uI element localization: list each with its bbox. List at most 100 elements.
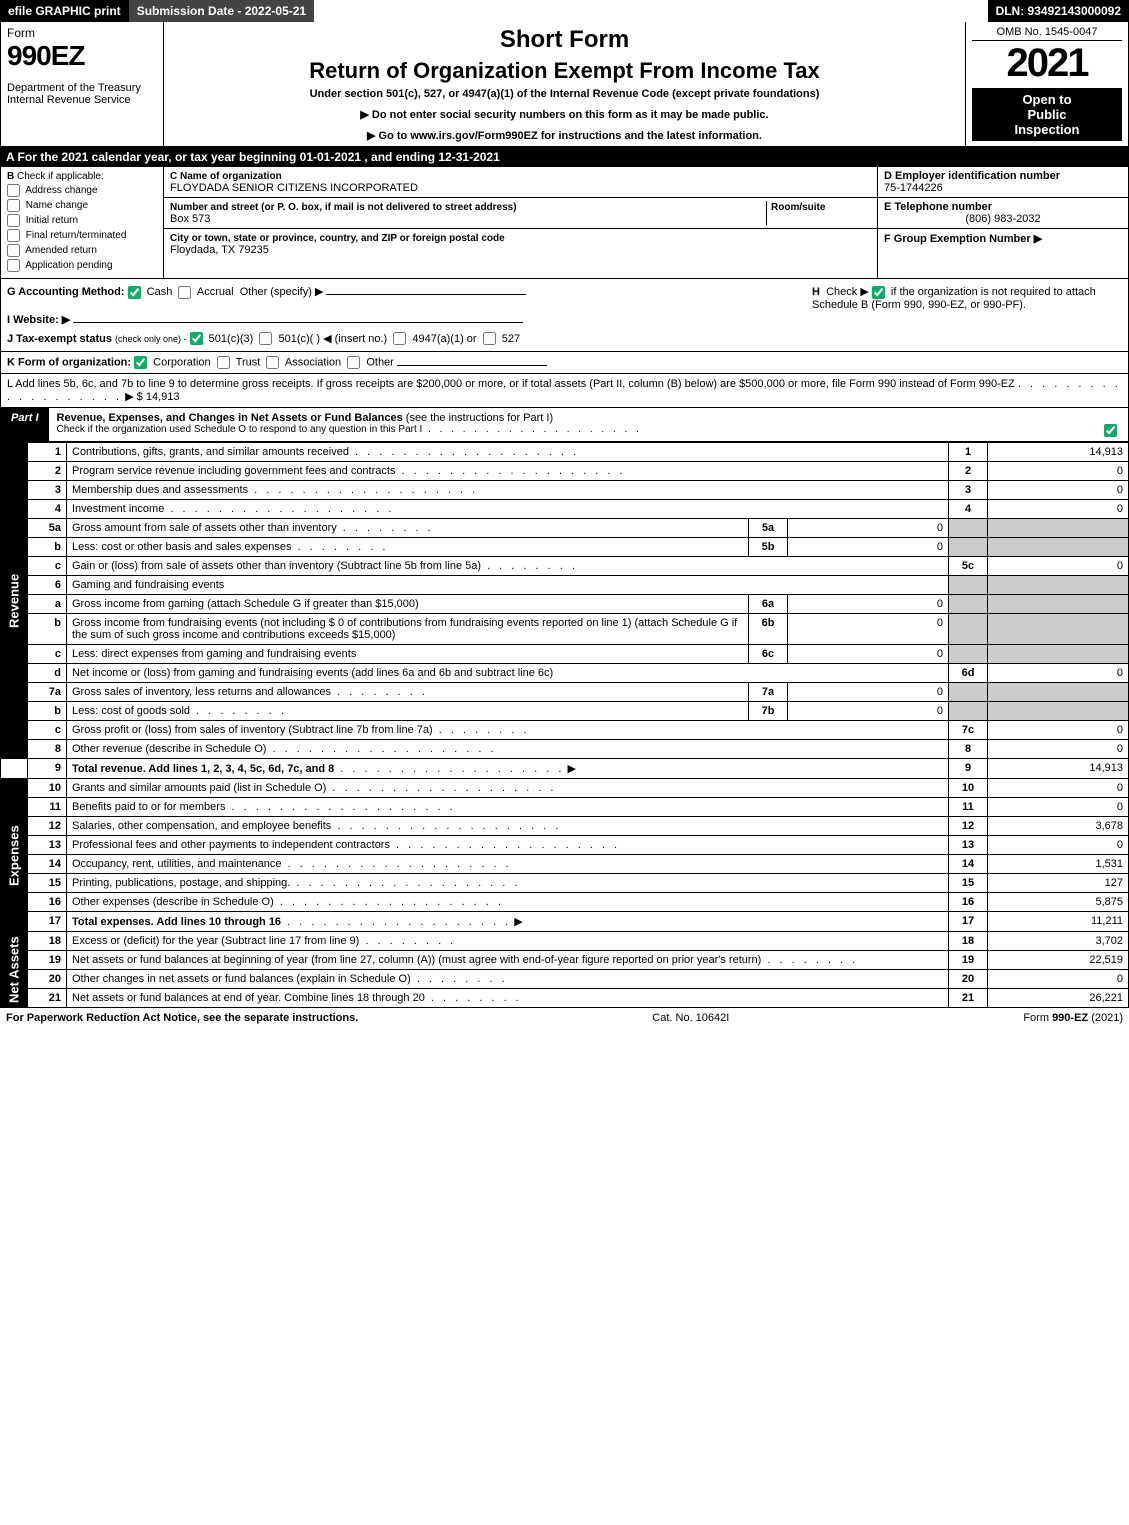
line-14-ref: 14 bbox=[949, 855, 988, 874]
cb-trust[interactable] bbox=[217, 356, 230, 369]
part1-header: Part I Revenue, Expenses, and Changes in… bbox=[0, 408, 1129, 442]
cb-address-change[interactable]: Address change bbox=[7, 184, 157, 197]
line-8-ref: 8 bbox=[949, 740, 988, 759]
line-6-shade2 bbox=[988, 576, 1129, 595]
line-15-value: 127 bbox=[988, 874, 1129, 893]
subtitle: Under section 501(c), 527, or 4947(a)(1)… bbox=[170, 88, 959, 100]
line-10-num: 10 bbox=[28, 779, 67, 798]
footer-paperwork: For Paperwork Reduction Act Notice, see … bbox=[6, 1012, 358, 1024]
line-16-value: 5,875 bbox=[988, 893, 1129, 912]
line-7a-desc: Gross sales of inventory, less returns a… bbox=[67, 683, 749, 702]
part1-lines-table: Revenue 1 Contributions, gifts, grants, … bbox=[0, 442, 1129, 1008]
line-5b-shade bbox=[949, 538, 988, 557]
line-14-desc: Occupancy, rent, utilities, and maintena… bbox=[67, 855, 949, 874]
addr-label: Number and street (or P. O. box, if mail… bbox=[170, 202, 517, 213]
short-form-title: Short Form bbox=[170, 26, 959, 54]
line-2-num: 2 bbox=[28, 462, 67, 481]
cb-name-change[interactable]: Name change bbox=[7, 199, 157, 212]
line-18-value: 3,702 bbox=[988, 932, 1129, 951]
line-5c-num: c bbox=[28, 557, 67, 576]
line-11-value: 0 bbox=[988, 798, 1129, 817]
omb-number: OMB No. 1545-0047 bbox=[972, 26, 1122, 41]
line-17-ref: 17 bbox=[949, 912, 988, 932]
cb-schedule-b-not-required[interactable] bbox=[872, 286, 885, 299]
line-14-value: 1,531 bbox=[988, 855, 1129, 874]
cb-accrual[interactable] bbox=[178, 286, 191, 299]
line-7c-value: 0 bbox=[988, 721, 1129, 740]
directive-goto[interactable]: ▶ Go to www.irs.gov/Form990EZ for instru… bbox=[170, 129, 959, 142]
part1-title: Revenue, Expenses, and Changes in Net As… bbox=[49, 408, 1128, 441]
line-6-shade bbox=[949, 576, 988, 595]
line-1-num: 1 bbox=[28, 443, 67, 462]
line-7b-num: b bbox=[28, 702, 67, 721]
city-value: Floydada, TX 79235 bbox=[170, 244, 269, 256]
cb-final-return[interactable]: Final return/terminated bbox=[7, 229, 157, 242]
cb-501c[interactable] bbox=[259, 332, 272, 345]
row-i-website: I Website: ▶ bbox=[7, 313, 812, 326]
directive-ssn: ▶ Do not enter social security numbers o… bbox=[170, 108, 959, 121]
e-phone-label: E Telephone number bbox=[884, 201, 992, 213]
line-10-ref: 10 bbox=[949, 779, 988, 798]
line-2-desc: Program service revenue including govern… bbox=[67, 462, 949, 481]
cb-initial-return[interactable]: Initial return bbox=[7, 214, 157, 227]
sidelabel-revenue: Revenue bbox=[1, 443, 28, 759]
col-def: D Employer identification number 75-1744… bbox=[877, 167, 1128, 278]
row-l-gross-receipts: L Add lines 5b, 6c, and 7b to line 9 to … bbox=[0, 374, 1129, 408]
line-13-num: 13 bbox=[28, 836, 67, 855]
line-9-num: 9 bbox=[28, 759, 67, 779]
c-name-label: C Name of organization bbox=[170, 171, 282, 182]
line-3-desc: Membership dues and assessments bbox=[67, 481, 949, 500]
line-7b-shade2 bbox=[988, 702, 1129, 721]
col-c-org: C Name of organization FLOYDADA SENIOR C… bbox=[164, 167, 877, 278]
line-7b-midval: 0 bbox=[788, 702, 949, 721]
line-11-num: 11 bbox=[28, 798, 67, 817]
line-15-desc: Printing, publications, postage, and shi… bbox=[67, 874, 949, 893]
cb-application-pending[interactable]: Application pending bbox=[7, 259, 157, 272]
cb-amended-return[interactable]: Amended return bbox=[7, 244, 157, 257]
line-3-num: 3 bbox=[28, 481, 67, 500]
line-3-ref: 3 bbox=[949, 481, 988, 500]
room-label: Room/suite bbox=[771, 202, 825, 213]
line-1-ref: 1 bbox=[949, 443, 988, 462]
line-7a-shade bbox=[949, 683, 988, 702]
line-12-num: 12 bbox=[28, 817, 67, 836]
efile-print-label[interactable]: efile GRAPHIC print bbox=[0, 0, 129, 22]
cb-association[interactable] bbox=[266, 356, 279, 369]
line-3-value: 0 bbox=[988, 481, 1129, 500]
line-7c-ref: 7c bbox=[949, 721, 988, 740]
line-13-value: 0 bbox=[988, 836, 1129, 855]
d-ein-value: 75-1744226 bbox=[884, 182, 943, 194]
cb-4947[interactable] bbox=[393, 332, 406, 345]
line-17-value: 11,211 bbox=[988, 912, 1129, 932]
line-5a-desc: Gross amount from sale of assets other t… bbox=[67, 519, 749, 538]
cb-corporation[interactable] bbox=[134, 356, 147, 369]
header-right: OMB No. 1545-0047 2021 Open to Public In… bbox=[965, 22, 1128, 146]
line-9-ref: 9 bbox=[949, 759, 988, 779]
line-6a-shade2 bbox=[988, 595, 1129, 614]
cb-cash[interactable] bbox=[128, 286, 141, 299]
open-public-inspection: Open to Public Inspection bbox=[972, 88, 1122, 141]
dept-treasury: Department of the Treasury bbox=[7, 82, 157, 94]
tax-year: 2021 bbox=[972, 41, 1122, 86]
sidelabel-expenses: Expenses bbox=[1, 779, 28, 932]
cb-other-org[interactable] bbox=[347, 356, 360, 369]
line-4-num: 4 bbox=[28, 500, 67, 519]
line-5a-num: 5a bbox=[28, 519, 67, 538]
cb-501c3[interactable] bbox=[190, 332, 203, 345]
line-6c-shade bbox=[949, 645, 988, 664]
line-6c-midval: 0 bbox=[788, 645, 949, 664]
line-20-value: 0 bbox=[988, 970, 1129, 989]
sidelabel-net-assets: Net Assets bbox=[1, 932, 28, 1008]
city-label: City or town, state or province, country… bbox=[170, 233, 505, 244]
dln: DLN: 93492143000092 bbox=[988, 0, 1129, 22]
line-4-ref: 4 bbox=[949, 500, 988, 519]
line-6b-midval: 0 bbox=[788, 614, 949, 645]
line-13-desc: Professional fees and other payments to … bbox=[67, 836, 949, 855]
e-phone-value: (806) 983-2032 bbox=[884, 213, 1122, 225]
line-15-num: 15 bbox=[28, 874, 67, 893]
cb-schedule-o-part1[interactable] bbox=[1104, 424, 1117, 437]
row-j-tax-exempt: J Tax-exempt status (check only one) - 5… bbox=[7, 332, 812, 346]
cb-527[interactable] bbox=[483, 332, 496, 345]
line-10-desc: Grants and similar amounts paid (list in… bbox=[67, 779, 949, 798]
line-6b-shade bbox=[949, 614, 988, 645]
